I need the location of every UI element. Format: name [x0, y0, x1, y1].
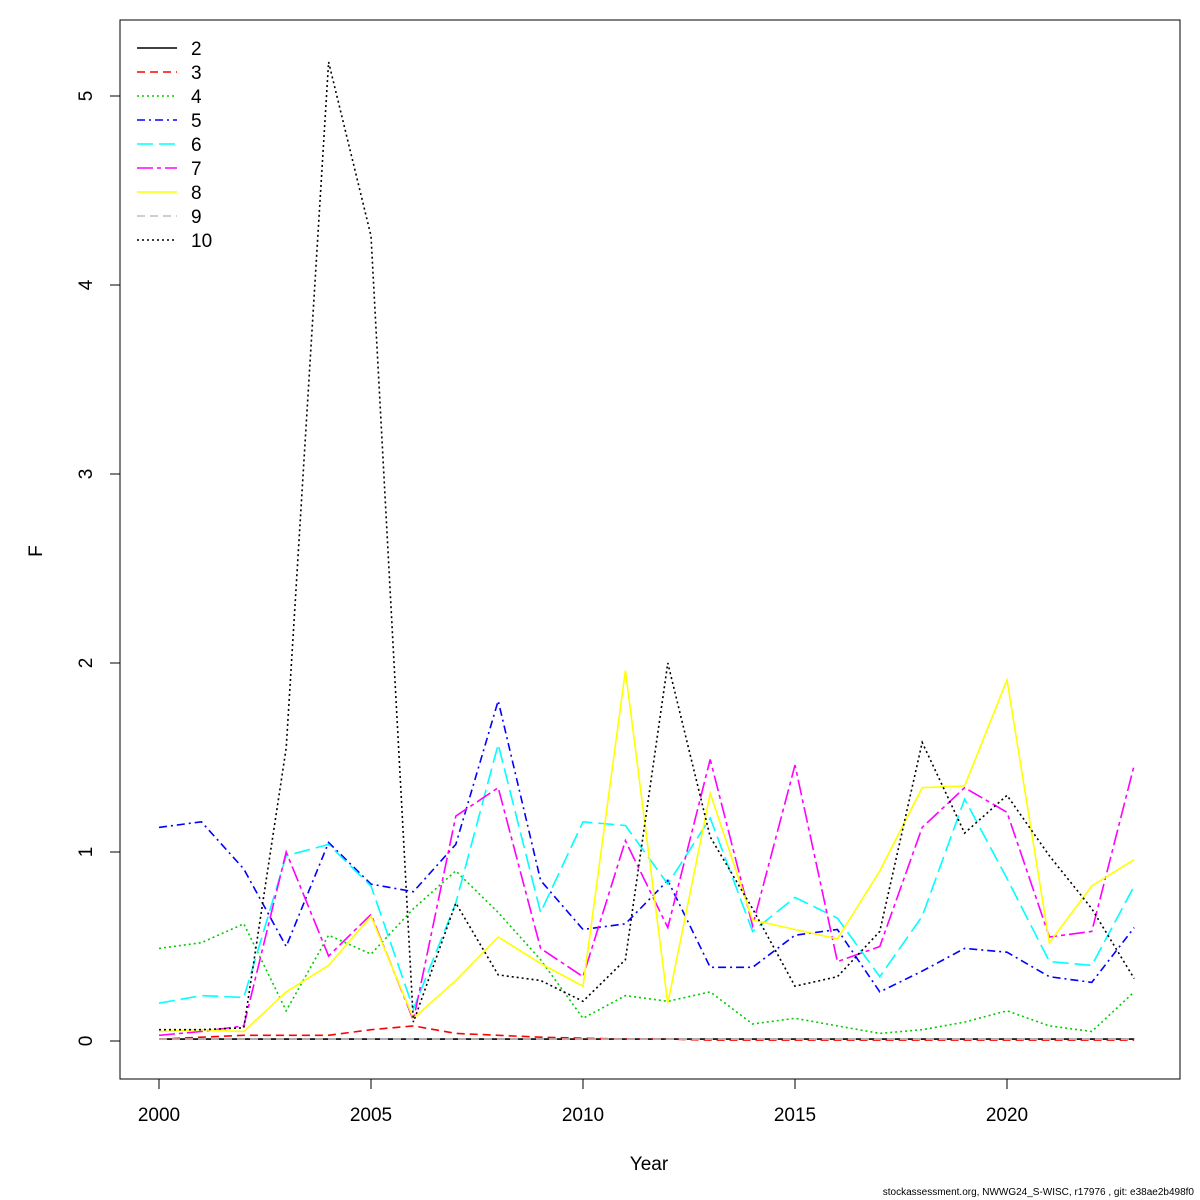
- series-line-6: [158, 741, 1135, 1012]
- legend-item-10: 10: [137, 231, 212, 252]
- y-tick-label-5: 5: [76, 91, 97, 102]
- series-line-7: [158, 759, 1135, 1037]
- legend-label-6: 6: [191, 135, 202, 156]
- series-layer: [158, 61, 1135, 1041]
- series-line-10: [159, 61, 1135, 1031]
- y-tick-label-3: 3: [76, 469, 97, 480]
- legend-label-3: 3: [191, 63, 202, 84]
- y-tick-label-0: 0: [76, 1036, 97, 1047]
- x-tick-label-2020: 2020: [986, 1105, 1028, 1126]
- legend-item-9: 9: [137, 207, 202, 228]
- legend-label-4: 4: [191, 87, 202, 108]
- y-tick-label-1: 1: [76, 847, 97, 858]
- y-axis-title: F: [26, 545, 47, 557]
- x-tick-label-2015: 2015: [774, 1105, 816, 1126]
- legend-label-8: 8: [191, 183, 202, 204]
- x-tick-label-2005: 2005: [350, 1105, 392, 1126]
- legend-item-8: 8: [137, 183, 202, 204]
- y-tick-label-2: 2: [76, 658, 97, 669]
- y-tick-label-4: 4: [76, 279, 97, 290]
- legend-label-2: 2: [191, 39, 202, 60]
- x-axis-title: Year: [630, 1154, 669, 1175]
- plot-frame: [119, 19, 1181, 1080]
- footer-attribution: stockassessment.org, NWWG24_S-WISC, r179…: [882, 1187, 1194, 1198]
- legend-item-6: 6: [137, 135, 202, 156]
- y-axis: 0 1 2 3 4 5: [76, 91, 121, 1047]
- series-line-8: [158, 670, 1135, 1033]
- legend-item-5: 5: [137, 111, 202, 132]
- legend-item-7: 7: [137, 159, 202, 180]
- series-line-3: [158, 1025, 1135, 1041]
- legend-item-4: 4: [137, 87, 202, 108]
- legend-item-2: 2: [137, 39, 202, 60]
- legend-label-10: 10: [191, 231, 212, 252]
- legend-label-7: 7: [191, 159, 202, 180]
- legend: 2 3 4 5 6 7 8 9 10: [137, 39, 212, 252]
- legend-item-3: 3: [137, 63, 202, 84]
- x-tick-label-2000: 2000: [138, 1105, 180, 1126]
- series-line-4: [158, 869, 1135, 1035]
- legend-label-9: 9: [191, 207, 202, 228]
- x-tick-label-2010: 2010: [562, 1105, 604, 1126]
- legend-label-5: 5: [191, 111, 202, 132]
- series-line-5: [158, 697, 1135, 993]
- x-axis: 2000 2005 2010 2015 2020: [138, 1078, 1028, 1126]
